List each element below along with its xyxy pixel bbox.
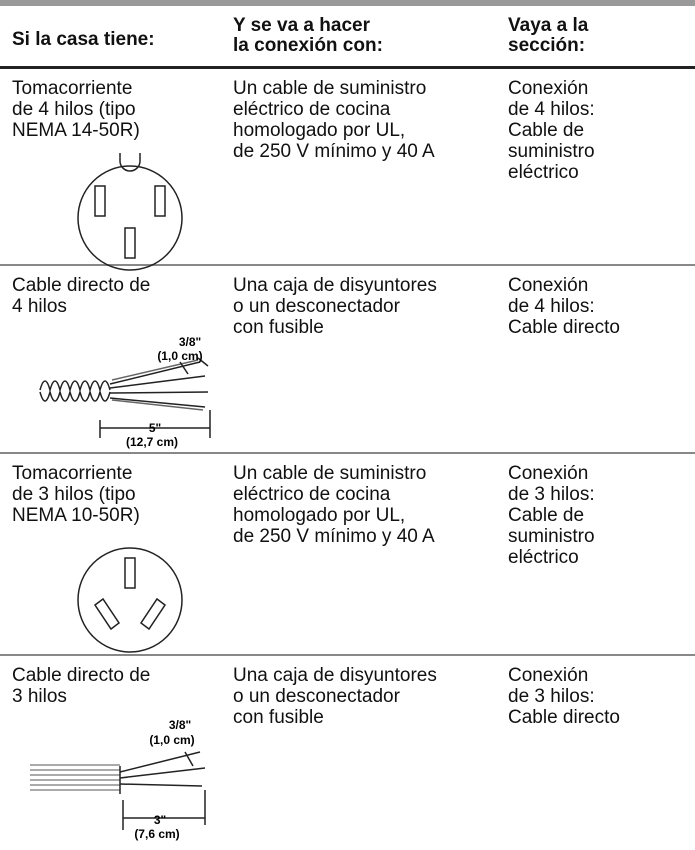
table-cell: Conexión de 3 hilos: Cable de suministro… bbox=[508, 463, 595, 568]
row-rule bbox=[0, 264, 695, 266]
header-cell: Vaya a la sección: bbox=[508, 15, 589, 56]
header-cell: Y se va a hacer la conexión con: bbox=[233, 15, 383, 56]
table-cell: Tomacorriente de 3 hilos (tipo NEMA 10-5… bbox=[12, 463, 140, 526]
dimension-label: 3" bbox=[154, 813, 166, 827]
cable-4-wire bbox=[39, 357, 211, 438]
table-cell: Una caja de disyuntores o un desconectad… bbox=[233, 275, 437, 338]
table-cell: Un cable de suministro eléctrico de coci… bbox=[233, 463, 435, 547]
header-rule bbox=[0, 66, 695, 69]
outlet-10-50r bbox=[77, 547, 183, 653]
table-cell: Un cable de suministro eléctrico de coci… bbox=[233, 78, 435, 162]
table-cell: Tomacorriente de 4 hilos (tipo NEMA 14-5… bbox=[12, 78, 140, 141]
table-cell: Conexión de 4 hilos: Cable directo bbox=[508, 275, 620, 338]
dimension-label: (12,7 cm) bbox=[126, 435, 178, 449]
table-cell: Conexión de 3 hilos: Cable directo bbox=[508, 665, 620, 728]
dimension-label: (1,0 cm) bbox=[149, 733, 194, 747]
table-cell: Una caja de disyuntores o un desconectad… bbox=[233, 665, 437, 728]
dimension-label: 5" bbox=[149, 421, 161, 435]
top-bar bbox=[0, 0, 695, 6]
dimension-label: (7,6 cm) bbox=[134, 827, 179, 841]
dimension-label: 3/8" bbox=[169, 718, 191, 732]
table-cell: Cable directo de 4 hilos bbox=[12, 275, 151, 317]
table-cell: Conexión de 4 hilos: Cable de suministro… bbox=[508, 78, 595, 183]
header-cell: Si la casa tiene: bbox=[12, 29, 155, 50]
outlet-14-50r bbox=[77, 153, 183, 271]
dimension-label: (1,0 cm) bbox=[157, 349, 202, 363]
dimension-label: 3/8" bbox=[179, 335, 201, 349]
cable-3-wire bbox=[30, 751, 206, 830]
row-rule bbox=[0, 452, 695, 454]
row-rule bbox=[0, 654, 695, 656]
table-cell: Cable directo de 3 hilos bbox=[12, 665, 151, 707]
